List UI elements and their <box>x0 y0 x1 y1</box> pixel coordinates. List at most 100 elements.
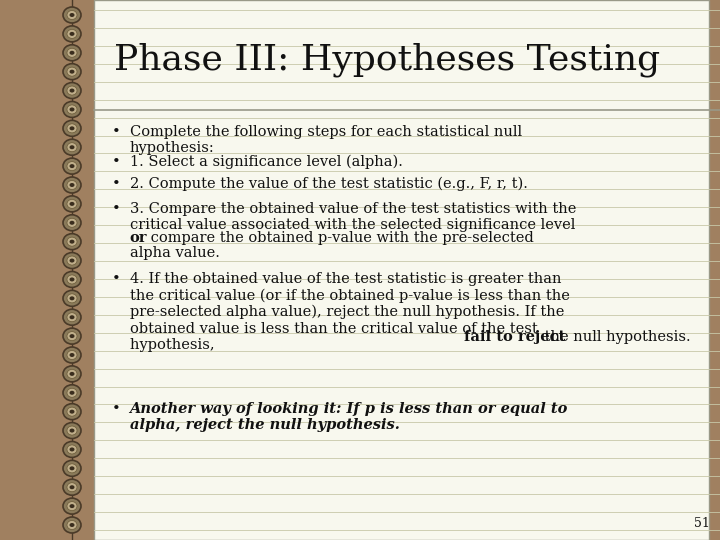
Ellipse shape <box>67 67 77 76</box>
Ellipse shape <box>67 256 77 265</box>
Ellipse shape <box>70 296 74 300</box>
Ellipse shape <box>70 126 74 130</box>
Ellipse shape <box>67 48 77 57</box>
Ellipse shape <box>63 253 81 268</box>
Ellipse shape <box>70 278 74 281</box>
Ellipse shape <box>63 498 81 514</box>
Ellipse shape <box>70 429 74 433</box>
Ellipse shape <box>70 70 74 73</box>
Text: Phase III: Hypotheses Testing: Phase III: Hypotheses Testing <box>114 43 660 77</box>
Text: •: • <box>112 155 120 169</box>
Ellipse shape <box>67 275 77 284</box>
Ellipse shape <box>70 13 74 17</box>
Text: 2. Compute the value of the test statistic (e.g., F, r, t).: 2. Compute the value of the test statist… <box>130 177 528 191</box>
Ellipse shape <box>63 347 81 363</box>
Ellipse shape <box>67 388 77 397</box>
Text: 1. Select a significance level (alpha).: 1. Select a significance level (alpha). <box>130 155 402 170</box>
Text: •: • <box>112 125 120 139</box>
Ellipse shape <box>67 29 77 38</box>
Ellipse shape <box>67 218 77 227</box>
Text: •: • <box>112 402 120 416</box>
Ellipse shape <box>67 407 77 416</box>
Text: Complete the following steps for each statistical null
hypothesis:: Complete the following steps for each st… <box>130 125 522 155</box>
Text: 51: 51 <box>694 517 710 530</box>
Ellipse shape <box>67 237 77 246</box>
Ellipse shape <box>67 332 77 341</box>
Ellipse shape <box>67 369 77 379</box>
Ellipse shape <box>67 350 77 360</box>
Text: compare the obtained p-value with the pre-selected: compare the obtained p-value with the pr… <box>145 231 534 245</box>
Ellipse shape <box>63 441 81 457</box>
Ellipse shape <box>70 353 74 357</box>
Ellipse shape <box>70 523 74 527</box>
Ellipse shape <box>63 385 81 401</box>
Ellipse shape <box>63 423 81 438</box>
Ellipse shape <box>63 291 81 306</box>
Ellipse shape <box>70 504 74 508</box>
Ellipse shape <box>67 143 77 152</box>
Ellipse shape <box>67 426 77 435</box>
Ellipse shape <box>70 448 74 451</box>
Ellipse shape <box>67 294 77 303</box>
Text: alpha value.: alpha value. <box>130 246 220 260</box>
Text: •: • <box>112 272 120 286</box>
Ellipse shape <box>67 180 77 190</box>
Ellipse shape <box>70 202 74 206</box>
Ellipse shape <box>67 445 77 454</box>
Ellipse shape <box>67 105 77 114</box>
Ellipse shape <box>63 158 81 174</box>
Ellipse shape <box>63 120 81 136</box>
Ellipse shape <box>63 64 81 80</box>
Ellipse shape <box>70 410 74 414</box>
Ellipse shape <box>67 464 77 473</box>
Ellipse shape <box>70 334 74 338</box>
Ellipse shape <box>67 86 77 95</box>
Bar <box>94 0 709 540</box>
Text: 3. Compare the obtained value of the test statistics with the
critical value ass: 3. Compare the obtained value of the tes… <box>130 202 576 232</box>
Ellipse shape <box>63 26 81 42</box>
Ellipse shape <box>63 102 81 117</box>
Ellipse shape <box>70 240 74 244</box>
Ellipse shape <box>70 32 74 36</box>
Text: or: or <box>130 231 147 245</box>
Ellipse shape <box>63 404 81 420</box>
Ellipse shape <box>70 89 74 92</box>
Ellipse shape <box>70 467 74 470</box>
Ellipse shape <box>70 259 74 262</box>
Ellipse shape <box>67 502 77 511</box>
Ellipse shape <box>67 199 77 208</box>
Ellipse shape <box>67 161 77 171</box>
Ellipse shape <box>63 139 81 155</box>
Ellipse shape <box>63 479 81 495</box>
Ellipse shape <box>70 164 74 168</box>
Text: 4. If the obtained value of the test statistic is greater than
the critical valu: 4. If the obtained value of the test sta… <box>130 272 570 352</box>
Text: the null hypothesis.: the null hypothesis. <box>539 330 690 344</box>
Text: •: • <box>112 177 120 191</box>
Ellipse shape <box>70 183 74 187</box>
Ellipse shape <box>63 272 81 287</box>
Ellipse shape <box>70 51 74 55</box>
Ellipse shape <box>70 485 74 489</box>
Ellipse shape <box>67 313 77 322</box>
Ellipse shape <box>67 483 77 492</box>
Ellipse shape <box>63 177 81 193</box>
Text: fail to reject: fail to reject <box>464 330 565 344</box>
Text: Another way of looking it: If p is less than or equal to
alpha, reject the null : Another way of looking it: If p is less … <box>130 402 568 432</box>
Ellipse shape <box>63 234 81 249</box>
Ellipse shape <box>63 196 81 212</box>
Ellipse shape <box>63 7 81 23</box>
Ellipse shape <box>67 521 77 530</box>
Ellipse shape <box>67 10 77 19</box>
Ellipse shape <box>70 145 74 149</box>
Ellipse shape <box>63 83 81 99</box>
Ellipse shape <box>63 328 81 344</box>
Ellipse shape <box>70 315 74 319</box>
Ellipse shape <box>63 460 81 476</box>
Ellipse shape <box>67 124 77 133</box>
Text: •: • <box>112 202 120 216</box>
Ellipse shape <box>63 45 81 61</box>
Ellipse shape <box>63 366 81 382</box>
Ellipse shape <box>70 221 74 225</box>
Ellipse shape <box>70 107 74 111</box>
Ellipse shape <box>63 309 81 325</box>
